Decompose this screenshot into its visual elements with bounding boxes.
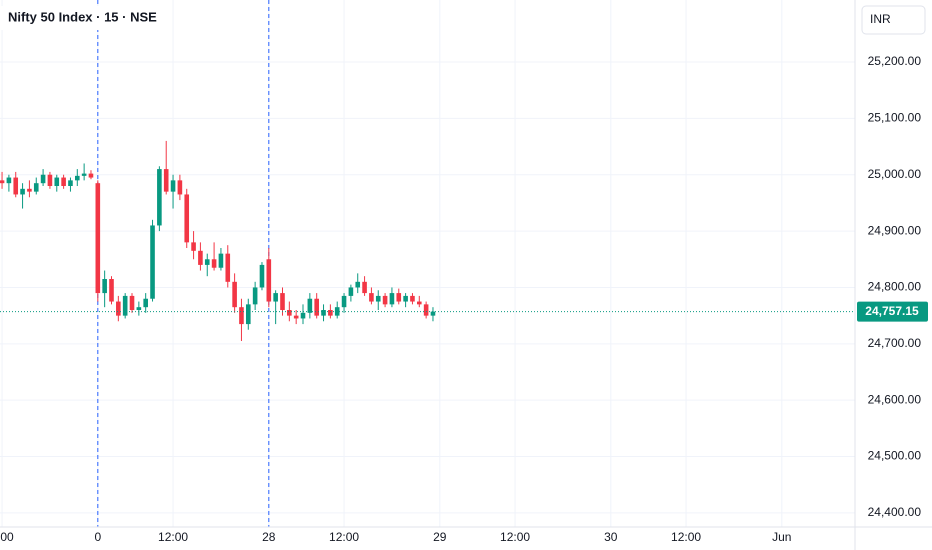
y-tick-label: 25,200.00 — [868, 54, 922, 68]
candle-body — [410, 295, 415, 302]
candle-body — [95, 183, 101, 294]
candle-body — [27, 188, 32, 192]
x-tick-label: 30 — [604, 530, 618, 544]
candle-body — [184, 194, 190, 243]
plot-area — [0, 0, 855, 527]
axes: 24,400.00 24,500.00 24,600.00 24,700.00 24,8… — [0, 54, 928, 544]
x-tick-label: 0 — [94, 530, 101, 544]
title-bg — [0, 6, 160, 30]
candle-body — [328, 310, 333, 316]
candle-body — [170, 180, 176, 192]
candle-body — [293, 315, 299, 319]
candle-body — [6, 177, 12, 184]
candle-body — [375, 295, 381, 302]
candle-body — [61, 177, 66, 186]
candle-body — [341, 295, 347, 308]
candle-body — [157, 169, 162, 226]
chart-title: Nifty 50 Index · 15 · NSE — [8, 9, 157, 24]
candle-body — [259, 264, 265, 288]
candle-body — [218, 253, 224, 268]
candle-body — [40, 174, 46, 184]
candle-body — [382, 295, 388, 305]
candle-body — [403, 295, 408, 302]
candle-body — [211, 259, 217, 268]
candle-body — [109, 279, 114, 302]
candle-body — [150, 225, 155, 299]
candle-body — [74, 175, 80, 181]
y-tick-label: 24,700.00 — [868, 336, 922, 350]
candle-body — [20, 188, 25, 195]
candle-body — [225, 253, 231, 282]
candle-body — [81, 173, 87, 176]
x-tick-label: 12:00 — [329, 530, 359, 544]
candle-body — [54, 177, 60, 186]
last-price-box — [857, 301, 928, 322]
y-tick-label: 25,100.00 — [868, 111, 922, 125]
y-tick-label: 24,600.00 — [868, 392, 922, 406]
candle-body — [334, 307, 340, 316]
candle-body — [266, 259, 272, 302]
candle-body — [369, 293, 374, 302]
candle-body — [232, 281, 237, 308]
candle-body — [300, 312, 306, 319]
candle-body — [191, 242, 196, 251]
candle-body — [245, 304, 251, 325]
candle-body — [396, 293, 402, 302]
candle-body — [47, 174, 53, 186]
y-tick-label: 24,900.00 — [868, 223, 922, 237]
x-tick-label: 12:00 — [671, 530, 701, 544]
candle-body — [362, 281, 367, 294]
candle-body — [321, 310, 326, 316]
candle-body — [423, 304, 429, 316]
candle-body — [416, 301, 422, 305]
y-tick-label: 24,400.00 — [868, 505, 922, 519]
candle-body — [88, 173, 94, 178]
candle-body — [13, 177, 19, 195]
candle-body — [33, 183, 39, 192]
x-tick-label: 29 — [433, 530, 447, 544]
y-tick-label: 24,800.00 — [868, 280, 922, 294]
candle-body — [287, 310, 292, 316]
x-tick-label: 2:00 — [0, 530, 14, 544]
candle-body — [102, 279, 107, 294]
candle-body — [136, 307, 142, 310]
candle-body — [239, 307, 244, 325]
candle-body — [314, 298, 319, 316]
candle-body — [122, 295, 128, 316]
candle-body — [163, 169, 169, 192]
y-tick-label: 24,500.00 — [868, 449, 922, 463]
candle-body — [355, 281, 361, 288]
x-tick-label: 12:00 — [158, 530, 188, 544]
candle-body — [252, 287, 258, 305]
currency-label[interactable]: INR — [870, 12, 891, 26]
currency-button[interactable] — [861, 5, 926, 35]
candle-body — [0, 180, 5, 184]
x-tick-label: Jun — [772, 530, 791, 544]
x-tick-label: 12:00 — [500, 530, 530, 544]
candle-body — [116, 301, 121, 316]
candle-body — [389, 293, 395, 305]
candle-body — [129, 295, 135, 310]
y-tick-label: 25,000.00 — [868, 167, 922, 181]
candle-body — [273, 293, 278, 302]
candle-body — [430, 311, 436, 316]
x-tick-label: 28 — [262, 530, 276, 544]
candle-body — [143, 298, 148, 308]
candle-body — [348, 287, 354, 296]
candle-body — [307, 298, 313, 313]
candle-body — [204, 259, 210, 265]
candle-body — [68, 180, 73, 186]
grid — [0, 0, 855, 527]
candle-body — [280, 293, 285, 310]
candle-body — [198, 250, 203, 265]
candle-body — [177, 180, 183, 195]
last-price-label: 24,757.15 — [865, 304, 919, 318]
